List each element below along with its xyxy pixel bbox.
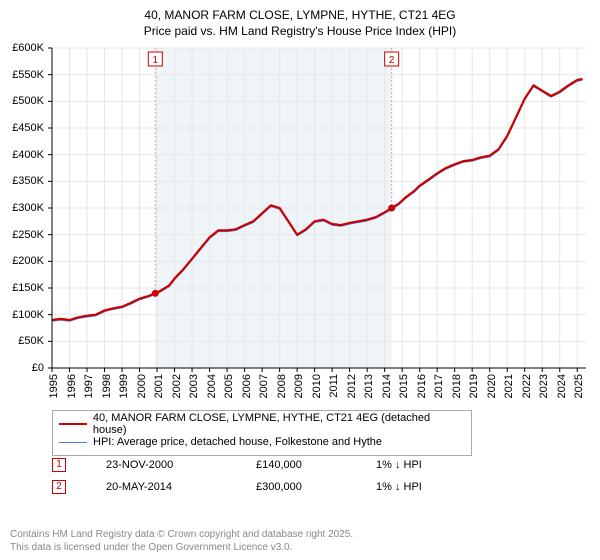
legend-label-2: HPI: Average price, detached house, Folk…	[93, 436, 382, 448]
x-tick-label: 2006	[241, 374, 253, 398]
table-row: 1 23-NOV-2000 £140,000 1% ↓ HPI	[52, 454, 572, 476]
x-tick-label: 2013	[363, 374, 375, 398]
sale-date: 23-NOV-2000	[106, 459, 216, 471]
legend-swatch-1	[59, 423, 87, 425]
x-tick-label: 2025	[573, 374, 585, 398]
x-tick-label: 2011	[328, 374, 340, 398]
x-tick-label: 2018	[451, 374, 463, 398]
chart-title-line1: 40, MANOR FARM CLOSE, LYMPNE, HYTHE, CT2…	[0, 8, 600, 24]
x-tick-label: 2012	[346, 374, 358, 398]
sale-price: £140,000	[256, 459, 336, 471]
y-tick-label: £500K	[12, 95, 44, 107]
marker-index-box: 1	[52, 458, 66, 472]
sales-table: 1 23-NOV-2000 £140,000 1% ↓ HPI 2 20-MAY…	[52, 454, 572, 498]
y-tick-label: £600K	[12, 42, 44, 54]
svg-text:1: 1	[153, 55, 159, 66]
attribution-text: Contains HM Land Registry data © Crown c…	[10, 528, 353, 554]
x-tick-label: 1999	[118, 374, 130, 398]
x-tick-label: 2024	[556, 374, 568, 398]
plot-area: 12	[52, 48, 586, 368]
y-axis-labels: £0£50K£100K£150K£200K£250K£300K£350K£400…	[0, 48, 48, 368]
y-tick-label: £50K	[18, 335, 44, 347]
attribution-line1: Contains HM Land Registry data © Crown c…	[10, 528, 353, 541]
legend-row-series1: 40, MANOR FARM CLOSE, LYMPNE, HYTHE, CT2…	[59, 415, 465, 433]
svg-text:2: 2	[389, 55, 395, 66]
x-tick-label: 2021	[503, 374, 515, 398]
x-tick-label: 2017	[433, 374, 445, 398]
y-tick-label: £250K	[12, 229, 44, 241]
y-tick-label: £450K	[12, 122, 44, 134]
x-tick-label: 2007	[258, 374, 270, 398]
x-tick-label: 1998	[101, 374, 113, 398]
x-tick-label: 2003	[188, 374, 200, 398]
x-tick-label: 1997	[83, 374, 95, 398]
y-tick-label: £100K	[12, 309, 44, 321]
marker-index-box: 2	[52, 480, 66, 494]
chart-svg: 12	[52, 48, 586, 368]
x-tick-label: 2019	[468, 374, 480, 398]
table-row: 2 20-MAY-2014 £300,000 1% ↓ HPI	[52, 476, 572, 498]
x-axis-labels: 1995199619971998199920002001200220032004…	[52, 368, 586, 408]
y-tick-label: £400K	[12, 149, 44, 161]
x-tick-label: 1995	[48, 374, 60, 398]
x-tick-label: 2001	[153, 374, 165, 398]
chart-title-line2: Price paid vs. HM Land Registry's House …	[0, 24, 600, 40]
sale-delta: 1% ↓ HPI	[376, 481, 476, 493]
x-tick-label: 2016	[416, 374, 428, 398]
x-tick-label: 2010	[311, 374, 323, 398]
sale-delta: 1% ↓ HPI	[376, 459, 476, 471]
x-tick-label: 2022	[521, 374, 533, 398]
sale-price: £300,000	[256, 481, 336, 493]
x-tick-label: 2009	[293, 374, 305, 398]
y-tick-label: £550K	[12, 69, 44, 81]
y-tick-label: £0	[32, 362, 44, 374]
y-tick-label: £350K	[12, 175, 44, 187]
x-tick-label: 2000	[136, 374, 148, 398]
x-tick-label: 2020	[486, 374, 498, 398]
x-tick-label: 2015	[398, 374, 410, 398]
y-tick-label: £150K	[12, 282, 44, 294]
x-tick-label: 2008	[276, 374, 288, 398]
chart-title-block: 40, MANOR FARM CLOSE, LYMPNE, HYTHE, CT2…	[0, 0, 600, 41]
sale-date: 20-MAY-2014	[106, 481, 216, 493]
y-tick-label: £300K	[12, 202, 44, 214]
x-tick-label: 2014	[381, 374, 393, 398]
y-tick-label: £200K	[12, 255, 44, 267]
attribution-line2: This data is licensed under the Open Gov…	[10, 541, 353, 554]
legend-label-1: 40, MANOR FARM CLOSE, LYMPNE, HYTHE, CT2…	[93, 412, 465, 436]
x-tick-label: 1996	[66, 374, 78, 398]
legend-box: 40, MANOR FARM CLOSE, LYMPNE, HYTHE, CT2…	[52, 410, 472, 456]
chart-container: 40, MANOR FARM CLOSE, LYMPNE, HYTHE, CT2…	[0, 0, 600, 560]
x-tick-label: 2023	[538, 374, 550, 398]
x-tick-label: 2004	[206, 374, 218, 398]
x-tick-label: 2005	[223, 374, 235, 398]
legend-swatch-2	[59, 442, 87, 443]
x-tick-label: 2002	[171, 374, 183, 398]
